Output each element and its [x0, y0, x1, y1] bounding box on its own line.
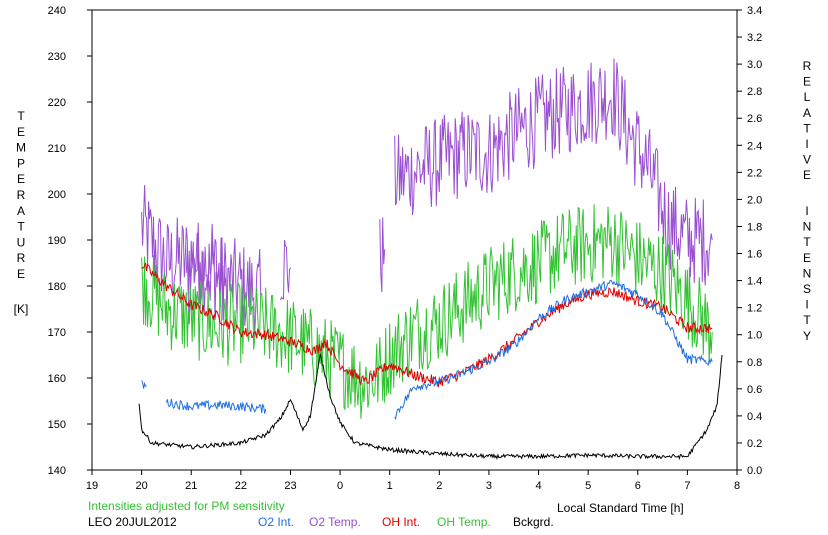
legend-oh-temp: OH Temp. — [437, 515, 491, 529]
y-right-tick-label: 1.6 — [747, 249, 762, 261]
footnote-pm-sensitivity: Intensities adjusted for PM sensitivity — [88, 499, 285, 513]
y-right-title-letter: T — [803, 121, 811, 135]
y-right-title-letter: A — [803, 106, 811, 120]
series-line-bckgrd — [138, 353, 723, 461]
x-tick-label: 20 — [135, 480, 147, 492]
series-group — [138, 58, 723, 461]
y-right-title-letter: R — [803, 59, 812, 73]
y-right-title-letter: T — [803, 313, 811, 327]
x-tick-label: 2 — [436, 480, 442, 492]
x-tick-label: 19 — [86, 480, 98, 492]
y-left-tick-label: 220 — [48, 97, 66, 109]
y-left-tick-label: 170 — [48, 327, 66, 339]
y-right-title-letter: T — [803, 235, 811, 249]
x-tick-label: 3 — [486, 480, 492, 492]
y-right-title-letter: V — [803, 153, 811, 167]
y-right-title-letter: E — [803, 168, 811, 182]
series-line-o2-int — [165, 398, 267, 414]
y-right-title-letter: Y — [803, 329, 811, 343]
y-right-title-letter: E — [803, 75, 811, 89]
y-left-tick-label: 140 — [48, 465, 66, 477]
y-left-tick-label: 240 — [48, 5, 66, 17]
y-right-tick-label: 2.2 — [747, 167, 762, 179]
legend-o2-int: O2 Int. — [258, 515, 295, 529]
y-left-tick-label: 200 — [48, 189, 66, 201]
plot-area — [91, 9, 738, 471]
y-right-tick-label: 1.2 — [747, 303, 762, 315]
y-right-tick-label: 0.2 — [747, 438, 762, 450]
y-right-tick-label: 2.6 — [747, 113, 762, 125]
x-tick-label: 21 — [185, 480, 197, 492]
series-line-o2-int — [394, 279, 713, 421]
y-right-title-letter: S — [803, 282, 811, 296]
y-right-tick-label: 1.0 — [747, 330, 762, 342]
y-left-title-letter: R — [17, 188, 26, 202]
y-right-tick-label: 0.4 — [747, 411, 762, 423]
y-right-tick-label: 2.8 — [747, 86, 762, 98]
y-right-tick-label: 3.0 — [747, 59, 762, 71]
y-right-tick-label: 1.8 — [747, 221, 762, 233]
y-left-title-letter: A — [17, 204, 25, 218]
y-left-tick-label: 230 — [48, 51, 66, 63]
x-tick-label: 23 — [284, 480, 296, 492]
y-right-title-letter: L — [804, 90, 811, 104]
series-line-o2-temp — [394, 58, 713, 286]
y-left-title-letter: U — [17, 235, 26, 249]
y-right-tick-label: 0.0 — [747, 465, 762, 477]
y-left-tick-label: 160 — [48, 373, 66, 385]
x-tick-label: 5 — [585, 480, 591, 492]
y-right-tick-label: 0.6 — [747, 384, 762, 396]
y-right-tick-label: 0.8 — [747, 357, 762, 369]
x-tick-label: 7 — [684, 480, 690, 492]
y-right-title-letter: N — [803, 266, 812, 280]
x-tick-label: 6 — [635, 480, 641, 492]
y-left-tick-label: 210 — [48, 143, 66, 155]
y-left-title-letter: E — [17, 125, 25, 139]
y-right-title-letter: I — [805, 204, 808, 218]
legend-bckgrd: Bckgrd. — [513, 515, 554, 529]
y-right-title-letter: E — [803, 251, 811, 265]
y-right-title-letter: I — [805, 137, 808, 151]
y-left-title-letter: T — [17, 220, 25, 234]
x-tick-label: 0 — [337, 480, 343, 492]
x-tick-label: 4 — [535, 480, 541, 492]
y-right-tick-label: 1.4 — [747, 276, 762, 288]
station-date-label: LEO 20JUL2012 — [88, 515, 177, 529]
y-left-title-letter: E — [17, 172, 25, 186]
legend-o2-temp: O2 Temp. — [309, 515, 361, 529]
y-left-title-letter: P — [17, 156, 25, 170]
x-tick-label: 1 — [387, 480, 393, 492]
y-right-tick-label: 3.4 — [747, 5, 762, 17]
y-left-title-letter: T — [17, 109, 25, 123]
y-left-tick-label: 150 — [48, 419, 66, 431]
axis-ticks: 19 20 21 22 23 0 1 2 3 4 5 6 7 8140150160170180190200… — [48, 5, 763, 492]
y-right-title-letter: N — [803, 220, 812, 234]
y-right-title-letter: I — [805, 298, 808, 312]
x-tick-label: 8 — [734, 480, 740, 492]
y-left-tick-label: 190 — [48, 235, 66, 247]
y-left-tick-label: 180 — [48, 281, 66, 293]
series-line-oh-int — [141, 262, 713, 388]
series-line-o2-temp — [185, 223, 227, 325]
series-line-o2-temp — [280, 239, 291, 301]
y-right-tick-label: 2.0 — [747, 194, 762, 206]
legend-oh-int: OH Int. — [382, 515, 421, 529]
y-left-title-letter: R — [17, 251, 26, 265]
y-left-title-letter: E — [17, 267, 25, 281]
y-right-tick-label: 3.2 — [747, 32, 762, 44]
x-tick-label: 22 — [235, 480, 247, 492]
x-axis-title: Local Standard Time [h] — [557, 501, 684, 515]
y-right-tick-label: 2.4 — [747, 140, 762, 152]
y-left-title-letter: M — [16, 141, 26, 155]
series-line-o2-int — [141, 380, 147, 389]
y-left-unit: [K] — [14, 302, 29, 316]
series-line-o2-temp — [379, 217, 386, 293]
